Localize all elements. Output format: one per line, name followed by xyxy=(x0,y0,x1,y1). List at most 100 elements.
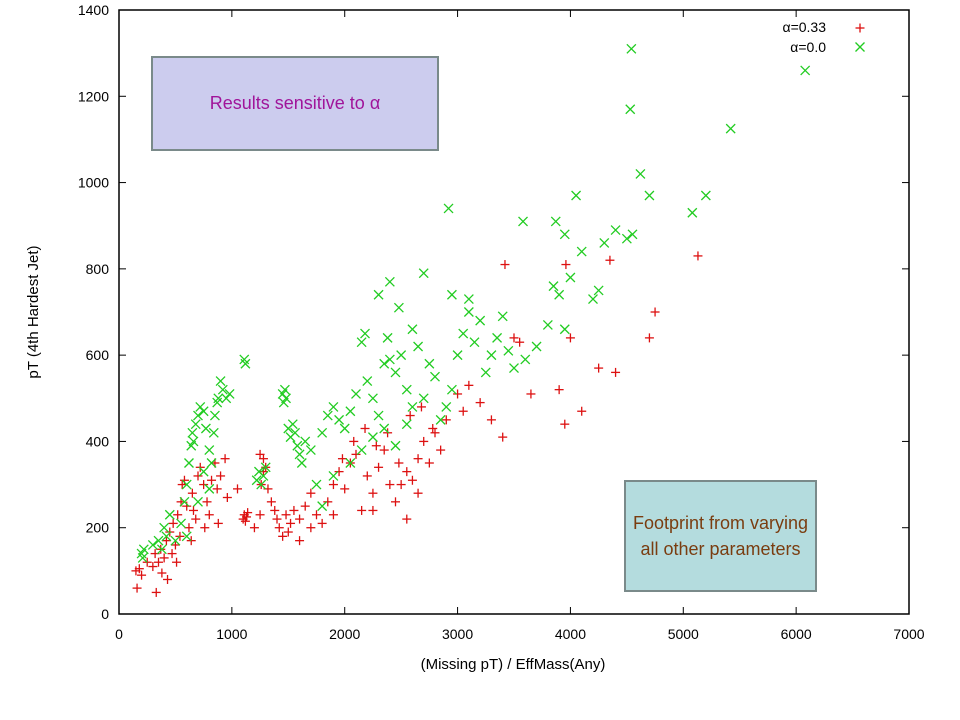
plot-frame xyxy=(118,9,910,615)
data-point xyxy=(394,458,404,468)
data-point xyxy=(605,255,615,265)
data-point xyxy=(542,319,553,330)
data-point xyxy=(172,557,182,567)
data-point xyxy=(134,564,144,574)
data-point xyxy=(561,260,571,270)
data-point xyxy=(286,518,296,528)
data-point xyxy=(390,440,401,451)
data-point xyxy=(161,536,171,546)
data-point xyxy=(323,497,333,507)
y-tick-label: 200 xyxy=(86,520,110,536)
data-point xyxy=(176,518,187,529)
data-point xyxy=(159,522,170,533)
data-point xyxy=(322,410,333,421)
data-point xyxy=(289,505,299,515)
annotation-footprint-text: Footprint from varying all other paramet… xyxy=(632,513,809,559)
data-point xyxy=(725,123,736,134)
data-point xyxy=(405,411,415,421)
data-point xyxy=(137,570,147,580)
legend-marker-series-2 xyxy=(855,42,865,52)
data-point xyxy=(469,337,480,348)
y-tick-label: 400 xyxy=(86,433,110,449)
data-point xyxy=(531,341,542,352)
data-point xyxy=(159,553,169,563)
data-point xyxy=(621,233,632,244)
data-point xyxy=(497,311,508,322)
data-point xyxy=(208,427,219,438)
data-point xyxy=(356,337,367,348)
data-point xyxy=(396,480,406,490)
data-point xyxy=(446,289,457,300)
data-point xyxy=(147,540,158,550)
data-point xyxy=(625,104,636,115)
data-point xyxy=(644,333,654,343)
data-point xyxy=(328,510,338,520)
x-tick-label: 6000 xyxy=(781,626,812,642)
data-point xyxy=(193,496,203,507)
data-point xyxy=(371,441,381,451)
data-point xyxy=(215,376,226,386)
data-point xyxy=(311,479,322,490)
data-point xyxy=(594,363,604,373)
data-point xyxy=(287,419,298,430)
axis-ticks xyxy=(118,9,910,615)
data-point xyxy=(419,436,429,446)
data-point xyxy=(156,544,166,554)
data-point xyxy=(576,246,587,257)
data-point xyxy=(283,527,293,537)
data-point xyxy=(339,423,350,434)
data-point xyxy=(402,467,412,477)
data-point xyxy=(418,393,429,404)
data-point xyxy=(693,251,703,261)
data-point xyxy=(550,216,561,227)
data-point xyxy=(500,260,510,270)
data-point xyxy=(391,497,400,507)
data-point xyxy=(351,449,361,459)
data-point xyxy=(209,410,220,421)
data-point xyxy=(560,419,570,429)
data-point xyxy=(559,229,570,240)
data-point xyxy=(243,508,253,518)
data-points xyxy=(131,43,811,597)
data-point xyxy=(198,466,209,477)
data-point xyxy=(464,380,474,390)
data-point xyxy=(351,389,361,399)
data-point xyxy=(258,467,268,477)
y-axis-title: pT (4th Hardest Jet) xyxy=(25,245,42,378)
data-point xyxy=(559,324,570,335)
data-point xyxy=(345,406,356,417)
data-point xyxy=(317,518,327,528)
annotation-sensitivity-text: Results sensitive to α xyxy=(209,93,381,113)
data-point xyxy=(413,488,423,498)
data-point xyxy=(240,358,251,369)
data-point xyxy=(356,445,367,456)
data-point xyxy=(295,514,305,524)
data-point xyxy=(413,341,424,352)
data-point xyxy=(193,410,203,421)
data-point xyxy=(132,583,142,593)
x-tick-label: 3000 xyxy=(442,626,473,642)
data-point xyxy=(362,471,372,481)
data-point xyxy=(249,523,259,533)
data-point xyxy=(340,484,350,494)
data-point xyxy=(349,436,359,446)
data-point xyxy=(274,523,284,533)
y-tick-label: 1400 xyxy=(78,2,109,18)
data-point xyxy=(441,415,451,425)
data-point xyxy=(368,488,378,498)
x-tick-label: 7000 xyxy=(893,626,924,642)
y-tick-label: 1000 xyxy=(78,175,109,191)
data-point xyxy=(328,480,338,490)
data-point xyxy=(644,190,655,201)
data-point xyxy=(317,427,328,438)
data-point xyxy=(401,384,412,395)
data-point xyxy=(204,510,214,520)
data-point xyxy=(486,415,496,425)
legend-label-series-2: α=0.0 xyxy=(790,39,826,55)
data-point xyxy=(157,568,167,578)
data-point xyxy=(255,449,265,459)
data-point xyxy=(281,393,291,404)
x-tick-label: 0 xyxy=(115,626,123,642)
data-point xyxy=(222,493,232,503)
data-point xyxy=(441,401,452,412)
